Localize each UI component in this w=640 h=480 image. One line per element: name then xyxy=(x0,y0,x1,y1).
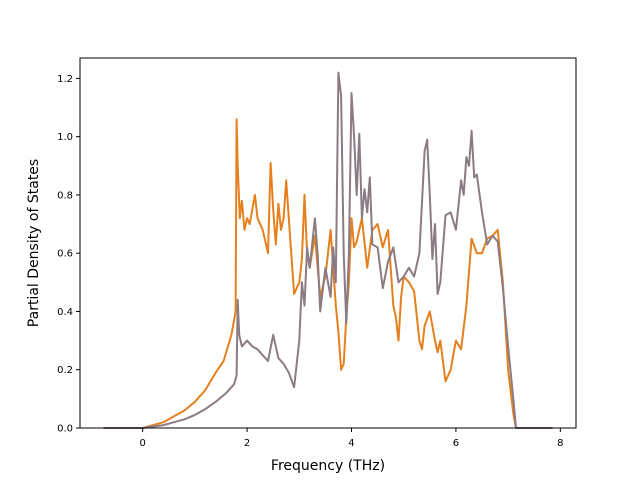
series-line-1 xyxy=(103,118,519,429)
y-tick-label: 0.0 xyxy=(57,424,73,435)
x-axis-label: Frequency (THz) xyxy=(271,458,385,474)
y-tick-label: 0.8 xyxy=(57,190,73,201)
series-line-2 xyxy=(103,71,553,429)
y-tick-label: 1.2 xyxy=(57,74,73,85)
y-axis-label: Partial Density of States xyxy=(26,159,42,327)
x-tick-label: 2 xyxy=(244,438,250,449)
y-tick-label: 1.0 xyxy=(57,132,73,143)
x-tick-label: 0 xyxy=(139,438,145,449)
y-tick-label: 0.4 xyxy=(57,307,73,318)
plot-frame xyxy=(79,57,577,429)
x-ticks: 0 2 4 6 8 xyxy=(139,428,564,449)
y-tick-label: 0.2 xyxy=(57,365,73,376)
plot-lines xyxy=(103,71,553,429)
x-tick-label: 6 xyxy=(453,438,459,449)
y-tick-label: 0.6 xyxy=(57,249,73,260)
x-tick-label: 4 xyxy=(348,438,354,449)
y-ticks: 0.0 0.2 0.4 0.6 0.8 1.0 1.2 xyxy=(57,74,80,435)
x-tick-label: 8 xyxy=(557,438,563,449)
